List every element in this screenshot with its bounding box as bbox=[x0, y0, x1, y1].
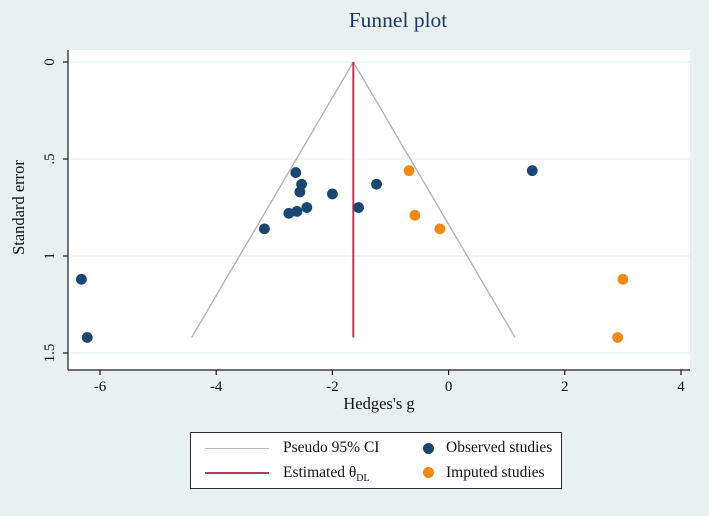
data-point bbox=[353, 202, 364, 213]
svg-text:0: 0 bbox=[42, 58, 58, 66]
data-point bbox=[76, 273, 87, 285]
funnel-chart-svg: -6 -4 -2 0 2 4 0 .5 1 1.5 Hedges's g Standard error… bbox=[9, 8, 690, 413]
svg-text:-4: -4 bbox=[210, 379, 223, 395]
data-point bbox=[371, 178, 382, 190]
imputed-points bbox=[403, 165, 629, 343]
legend-label-estimated-theta: Estimated θDL bbox=[283, 463, 370, 484]
legend-item-observed: Observed studies bbox=[415, 439, 555, 457]
legend-item-imputed: Imputed studies bbox=[415, 464, 555, 482]
legend-item-pseudo-ci: Pseudo 95% CI bbox=[197, 439, 415, 457]
x-axis-ticks: -6 -4 -2 0 2 4 bbox=[94, 370, 685, 395]
data-point bbox=[259, 223, 270, 235]
chart-title: Funnel plot bbox=[349, 8, 448, 32]
data-point bbox=[409, 209, 421, 221]
data-point bbox=[301, 202, 313, 213]
legend-label-imputed: Imputed studies bbox=[446, 463, 545, 481]
legend-item-estimated-theta: Estimated θDL bbox=[197, 463, 415, 484]
y-axis-label: Standard error bbox=[9, 160, 28, 255]
axes bbox=[67, 50, 690, 371]
orange-dot-swatch-icon bbox=[423, 467, 434, 479]
data-point bbox=[617, 273, 629, 285]
gray-line-swatch-icon bbox=[205, 447, 269, 449]
svg-text:1.5: 1.5 bbox=[42, 344, 58, 363]
data-point bbox=[434, 223, 446, 235]
red-line-swatch-icon bbox=[205, 471, 269, 474]
legend-label-observed: Observed studies bbox=[446, 439, 553, 457]
svg-text:1: 1 bbox=[42, 252, 58, 260]
svg-text:0: 0 bbox=[445, 379, 453, 395]
funnel-ci-lines bbox=[191, 61, 516, 338]
data-point bbox=[283, 207, 295, 219]
data-point bbox=[290, 167, 302, 178]
data-point bbox=[291, 205, 303, 217]
plot-area bbox=[68, 50, 690, 370]
observed-points bbox=[76, 165, 538, 343]
y-axis-ticks: 0 .5 1 1.5 bbox=[42, 58, 68, 362]
svg-text:.5: .5 bbox=[42, 153, 58, 164]
data-point bbox=[327, 188, 338, 200]
data-point bbox=[81, 332, 93, 343]
data-point bbox=[296, 178, 308, 190]
svg-text:-6: -6 bbox=[94, 379, 107, 395]
svg-text:-2: -2 bbox=[326, 379, 339, 395]
data-point bbox=[403, 165, 415, 177]
legend-label-pseudo-ci: Pseudo 95% CI bbox=[283, 439, 380, 457]
gridlines bbox=[68, 61, 690, 354]
chart-legend: Pseudo 95% CI Observed studies Estimated… bbox=[190, 432, 562, 489]
navy-dot-swatch-icon bbox=[423, 442, 434, 454]
data-point bbox=[612, 332, 624, 343]
svg-text:4: 4 bbox=[677, 379, 685, 395]
data-point bbox=[526, 165, 538, 177]
svg-text:2: 2 bbox=[561, 379, 569, 395]
x-axis-label: Hedges's g bbox=[343, 394, 414, 413]
